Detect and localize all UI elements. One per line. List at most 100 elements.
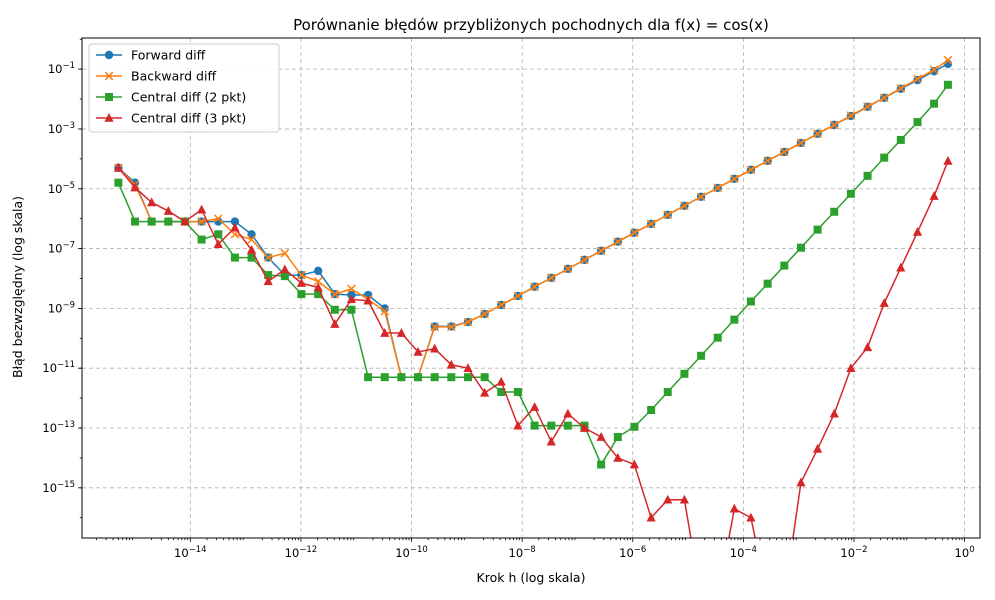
data-point: [579, 423, 590, 432]
data-point: [130, 182, 140, 192]
legend-box: [88, 43, 280, 133]
data-point: [613, 237, 623, 247]
data-point: [596, 432, 606, 441]
y-tick-label: 10−9: [48, 300, 75, 315]
data-point: [480, 387, 490, 397]
data-point: [280, 272, 289, 281]
x-tick-label: 10−6: [619, 545, 646, 560]
data-point: [896, 83, 906, 93]
data-point: [297, 290, 306, 299]
data-point: [330, 289, 340, 299]
axis-ticks: 10−14 10−12 10−10 10−8 10−6 10−4 10−2 100 10−15 1…: [42, 38, 975, 560]
data-point: [713, 183, 723, 193]
data-point: [647, 406, 656, 415]
data-point: [796, 243, 805, 252]
data-point: [496, 300, 506, 310]
series-layer: [113, 55, 953, 538]
data-point: [930, 99, 939, 108]
data-point: [943, 80, 952, 89]
series-line: [117, 160, 949, 538]
legend-item: Central diff (3 pkt): [96, 111, 246, 126]
data-point: [546, 273, 556, 283]
data-point: [780, 261, 789, 270]
data-point: [180, 216, 190, 226]
data-point: [230, 217, 240, 226]
data-point: [131, 217, 140, 226]
data-point: [846, 189, 855, 198]
series-2: [114, 55, 953, 382]
x-tick-label: 100: [955, 545, 975, 560]
data-point: [729, 503, 739, 513]
data-point: [513, 388, 522, 397]
data-point: [730, 315, 739, 324]
data-point: [530, 282, 539, 292]
plot-area-frame: [81, 37, 981, 539]
legend-marker: [104, 50, 114, 60]
data-point: [364, 373, 373, 382]
data-point: [530, 402, 540, 411]
data-point: [197, 204, 207, 214]
data-point: [943, 55, 953, 65]
data-point: [613, 433, 622, 442]
data-point: [246, 244, 257, 254]
data-point: [247, 253, 256, 262]
data-point: [413, 346, 423, 356]
data-point: [446, 359, 456, 369]
data-point: [779, 147, 789, 157]
data-point: [330, 305, 339, 314]
data-point: [114, 178, 123, 187]
data-point: [663, 494, 673, 504]
data-point: [380, 328, 390, 337]
data-point: [813, 443, 823, 453]
data-point: [314, 290, 323, 299]
legend-marker: [105, 93, 113, 101]
data-point: [829, 408, 839, 418]
data-point: [463, 363, 473, 373]
data-point: [480, 373, 489, 382]
data-point: [763, 156, 772, 166]
legend-marker: [104, 71, 114, 81]
y-tick-label: 10−3: [48, 121, 75, 136]
legend-item: Backward diff: [96, 69, 216, 84]
x-axis-label: Krok h (log skala): [477, 570, 586, 585]
data-point: [597, 460, 606, 469]
data-point: [796, 138, 806, 148]
legend-item: Forward diff: [96, 48, 206, 63]
data-point: [913, 118, 922, 127]
data-point: [430, 343, 440, 353]
data-point: [247, 235, 256, 244]
data-point: [214, 230, 223, 239]
y-tick-label: 10−7: [48, 241, 75, 256]
x-tick-label: 10−2: [840, 545, 867, 560]
data-point: [497, 388, 506, 397]
data-point: [513, 291, 523, 301]
x-tick-label: 10−12: [285, 545, 318, 560]
data-point: [596, 246, 606, 256]
legend-label: Central diff (3 pkt): [131, 111, 246, 126]
data-point: [630, 228, 639, 238]
data-point: [396, 328, 406, 337]
data-point: [213, 214, 223, 224]
legend-label: Forward diff: [131, 48, 206, 63]
data-point: [696, 192, 706, 202]
data-point: [430, 322, 440, 332]
data-point: [430, 373, 439, 382]
data-point: [846, 363, 856, 373]
data-point: [330, 319, 340, 328]
data-point: [929, 65, 939, 75]
data-point: [280, 248, 290, 258]
data-point: [313, 277, 323, 286]
data-point: [680, 201, 689, 211]
data-point: [580, 255, 589, 265]
data-point: [463, 317, 473, 327]
data-point: [446, 322, 456, 332]
data-point: [163, 206, 173, 215]
data-point: [846, 111, 856, 120]
data-point: [197, 235, 206, 244]
data-point: [912, 226, 923, 236]
data-point: [813, 129, 822, 139]
data-point: [730, 174, 739, 184]
data-point: [464, 373, 473, 382]
